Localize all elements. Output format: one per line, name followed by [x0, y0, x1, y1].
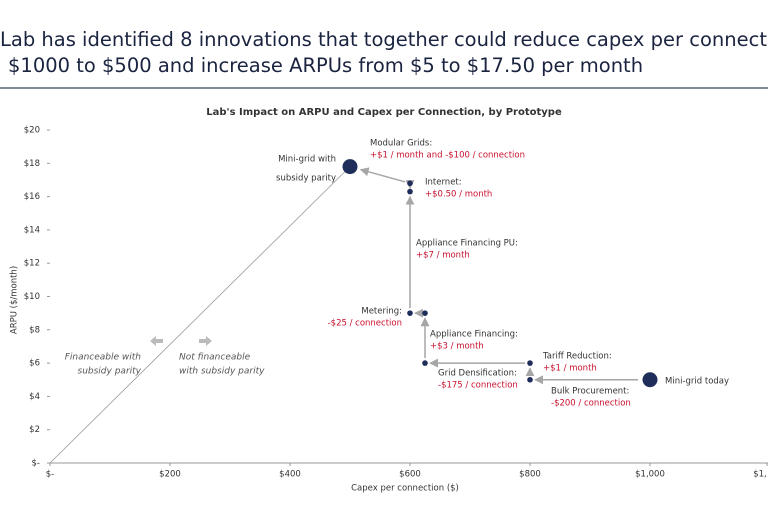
y-tick-label: $16 — [24, 192, 40, 202]
milestone-point — [642, 372, 658, 388]
y-tick-label: $14 — [24, 225, 40, 235]
arrow-icon — [150, 336, 163, 346]
note: subsidy parity — [78, 367, 142, 377]
end-label: subsidy parity — [276, 174, 336, 184]
parity-line — [49, 166, 351, 464]
x-tick-label: $600 — [399, 470, 421, 480]
point — [407, 188, 413, 195]
note: Not financeable — [179, 353, 251, 363]
slide-title: Lab has identified 8 innovations that to… — [0, 28, 767, 51]
arrow-icon — [199, 336, 212, 346]
note: Financeable with — [65, 353, 142, 363]
innovation-effect: +$1 / month — [543, 364, 597, 374]
point — [527, 360, 533, 366]
innovation-name: Appliance Financing: — [430, 330, 518, 340]
point — [527, 376, 533, 383]
x-tick-label: $- — [46, 470, 54, 480]
step-arrow — [359, 167, 406, 183]
innovation-name: Bulk Procurement: — [551, 387, 629, 397]
point — [407, 180, 413, 187]
y-tick-label: $8 — [29, 325, 40, 335]
innovation-name: Appliance Financing PU: — [416, 239, 518, 249]
innovation-effect: +$7 / month — [416, 251, 470, 261]
y-tick-label: $- — [32, 459, 40, 469]
y-tick-label: $4 — [29, 392, 40, 402]
x-axis-label: Capex per connection ($) — [351, 484, 459, 494]
x-tick-label: $1,000 — [635, 470, 665, 480]
innovation-name: Grid Densification: — [438, 369, 517, 379]
innovation-name: Modular Grids: — [370, 139, 432, 149]
slide-title: $1000 to $500 and increase ARPUs from $5… — [8, 54, 643, 77]
x-tick-label: $400 — [279, 470, 301, 480]
x-tick-label: $800 — [519, 470, 541, 480]
innovation-effect: +$1 / month and -$100 / connection — [370, 151, 525, 161]
innovation-effect: -$25 / connection — [328, 319, 402, 329]
chart-title: Lab's Impact on ARPU and Capex per Conne… — [206, 107, 562, 118]
x-tick-label: $200 — [159, 470, 181, 480]
x-tick-label: $1, — [753, 470, 767, 480]
y-tick-label: $18 — [24, 159, 40, 169]
y-tick-label: $20 — [24, 126, 40, 136]
innovation-effect: -$175 / connection — [438, 381, 518, 391]
y-tick-label: $10 — [24, 292, 40, 302]
y-axis-label: ARPU ($/month) — [10, 266, 20, 334]
note: with subsidy parity — [179, 367, 265, 377]
end-label: Mini-grid with — [278, 155, 336, 165]
start-label: Mini-grid today — [665, 377, 729, 387]
innovation-effect: +$0.50 / month — [425, 190, 492, 200]
y-tick-label: $12 — [24, 259, 40, 269]
y-tick-label: $6 — [29, 359, 40, 369]
point — [422, 360, 428, 366]
point — [422, 310, 428, 316]
innovation-name: Internet: — [425, 178, 462, 188]
innovation-effect: -$200 / connection — [551, 399, 631, 409]
milestone-point — [342, 159, 358, 175]
innovation-name: Tariff Reduction: — [542, 352, 612, 362]
innovation-effect: +$3 / month — [430, 342, 484, 352]
innovation-name: Metering: — [361, 307, 402, 317]
y-tick-label: $2 — [29, 425, 40, 435]
point — [407, 310, 413, 316]
